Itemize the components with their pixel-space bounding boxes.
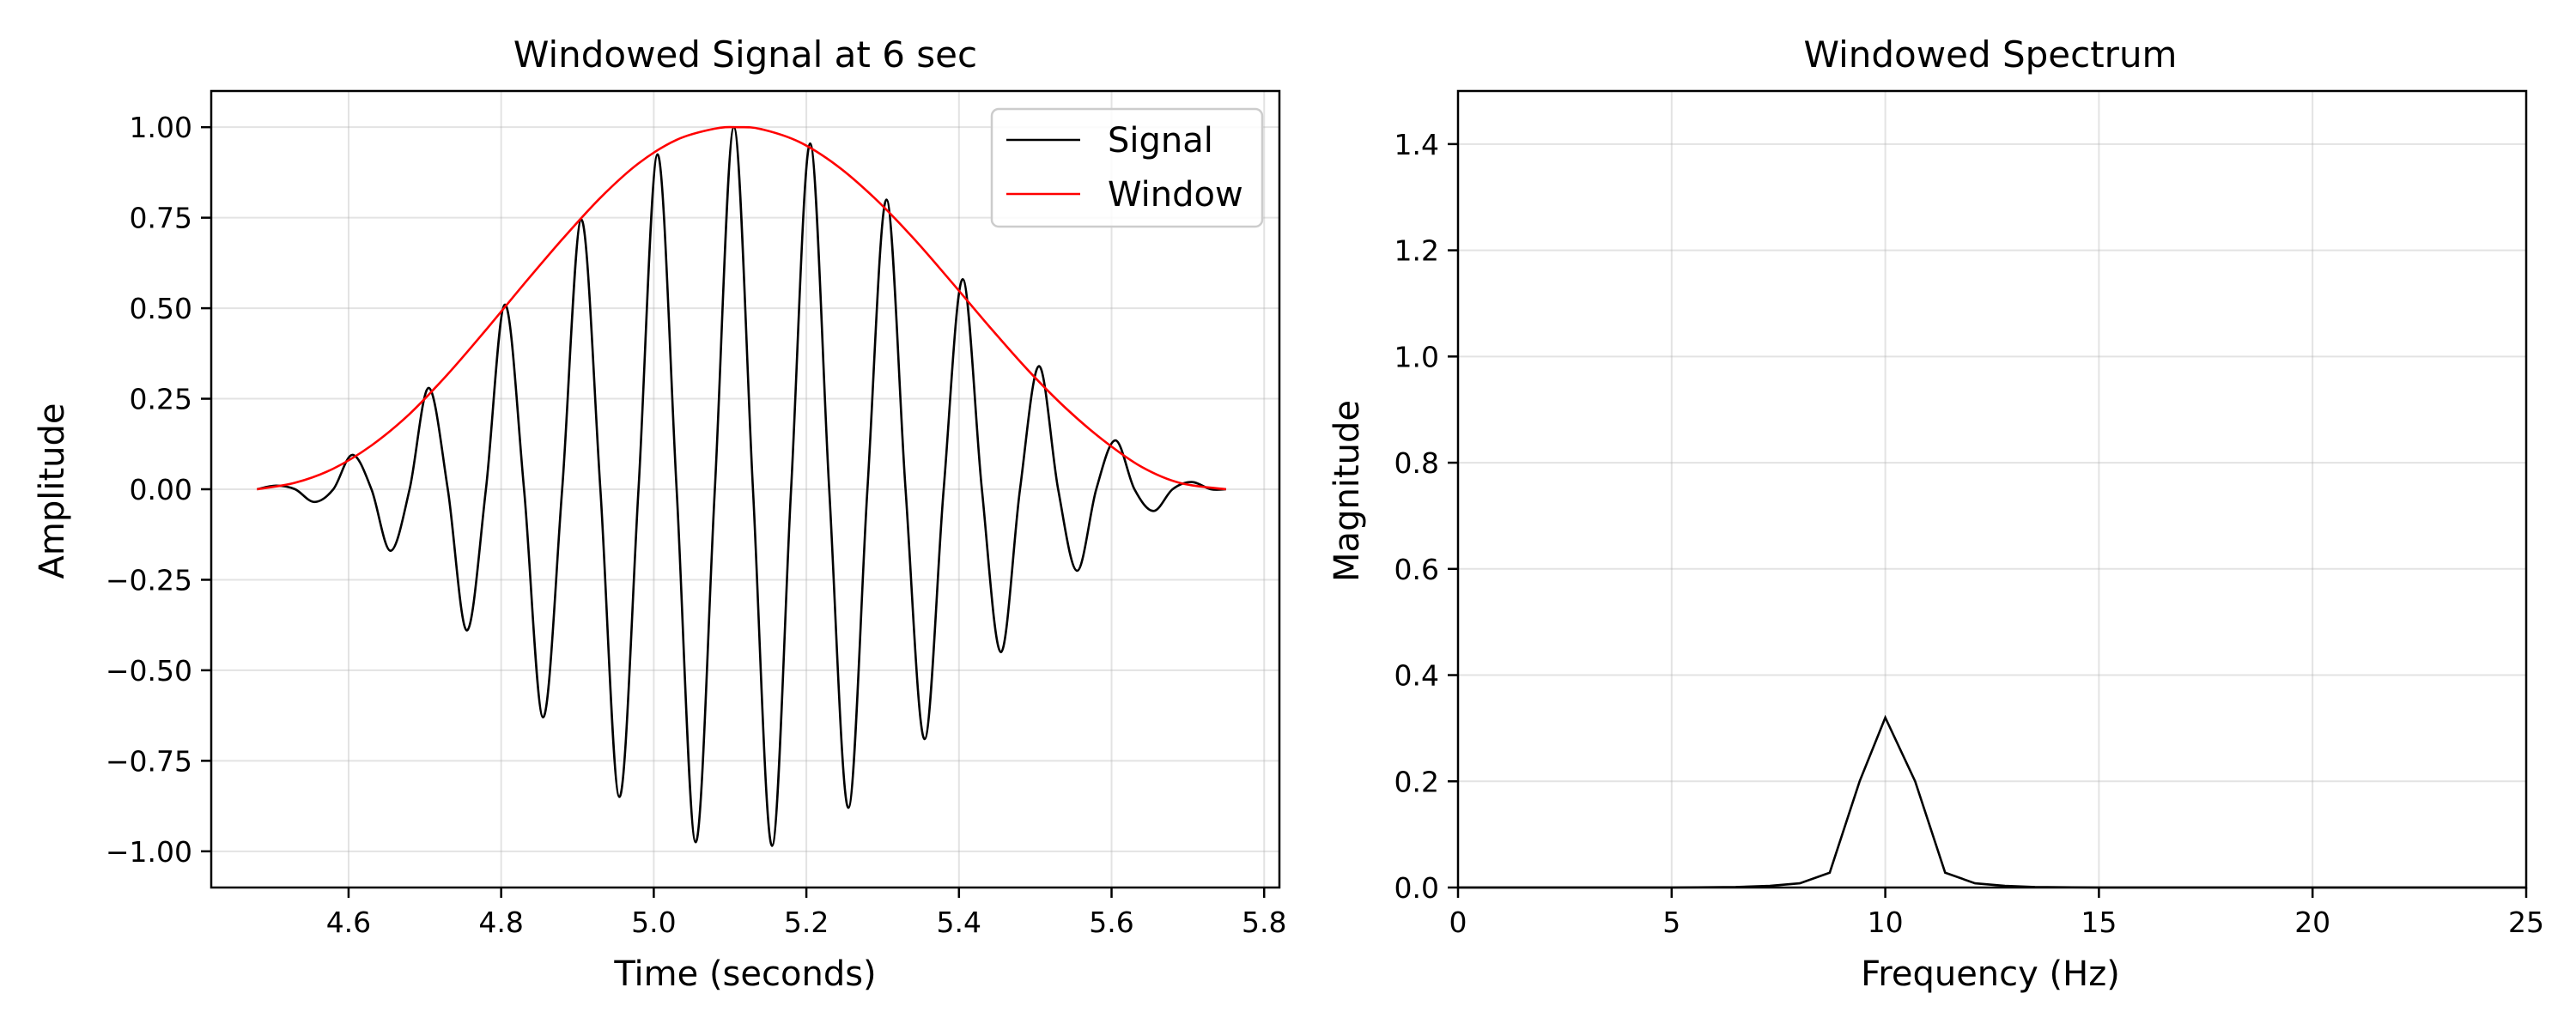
spectrum-y-tick-label: 1.0	[1394, 340, 1439, 373]
signal-y-tick-label: 0.75	[130, 202, 192, 235]
window-series-line	[257, 125, 1226, 491]
spectrum-y-tick-label: 1.4	[1394, 128, 1439, 161]
spectrum-series-line	[1458, 714, 2526, 889]
spectrum-ticks: 0 5 10 15 20 25 0.0 0.2 0.4 0.6 0.8 1.0 1.2 1.4	[1394, 128, 2544, 939]
spectrum-x-tick-label: 0	[1449, 906, 1467, 939]
signal-series-line	[257, 125, 1226, 847]
signal-subplot: Windowed Signal at 6 sec Time (seconds) …	[33, 33, 1286, 994]
signal-y-tick-label: 0.25	[130, 383, 192, 416]
legend-signal-label: Signal	[1108, 121, 1213, 161]
legend-window-label: Window	[1108, 175, 1243, 215]
signal-y-tick-label: 0.50	[130, 292, 192, 325]
signal-x-tick-label: 4.8	[478, 906, 523, 939]
signal-series-layer	[257, 125, 1226, 847]
spectrum-y-tick-label: 0.8	[1394, 446, 1439, 480]
spectrum-x-tick-label: 15	[2081, 906, 2117, 939]
spectrum-y-axis-label: Magnitude	[1327, 400, 1367, 582]
signal-y-tick-label: −0.50	[106, 654, 192, 688]
spectrum-axes-frame	[1456, 89, 2528, 889]
signal-y-tick-label: −0.75	[106, 744, 192, 778]
spectrum-x-tick-label: 20	[2294, 906, 2330, 939]
legend-box	[990, 107, 1264, 228]
signal-y-tick-label: 0.00	[130, 473, 192, 506]
spectrum-x-tick-label: 10	[1868, 906, 1904, 939]
signal-x-tick-label: 5.0	[631, 906, 676, 939]
spectrum-y-tick-label: 0.2	[1394, 765, 1439, 798]
spectrum-series-layer	[1458, 714, 2526, 889]
spectrum-x-axis-label: Frequency (Hz)	[1861, 954, 2120, 994]
spectrum-y-tick-label: 0.4	[1394, 659, 1439, 693]
spectrum-grid	[1457, 91, 2527, 888]
signal-chart-title: Windowed Signal at 6 sec	[513, 33, 977, 76]
signal-ticks: 4.6 4.8 5.0 5.2 5.4 5.6 5.8 −1.00 −0.75 −0.50 −0.2…	[106, 111, 1287, 939]
signal-y-tick-label: −1.00	[106, 835, 192, 869]
legend: Signal Window	[990, 107, 1264, 228]
spectrum-x-tick-label: 25	[2508, 906, 2544, 939]
spectrum-y-tick-label: 0.0	[1394, 871, 1439, 905]
signal-x-axis-label: Time (seconds)	[613, 954, 876, 994]
spectrum-chart-title: Windowed Spectrum	[1804, 33, 2178, 76]
signal-x-tick-label: 5.4	[937, 906, 981, 939]
spectrum-subplot: Windowed Spectrum Frequency (Hz) Magnitu…	[1327, 33, 2544, 994]
signal-y-axis-label: Amplitude	[33, 403, 72, 579]
signal-x-tick-label: 5.6	[1089, 906, 1133, 939]
signal-x-tick-label: 4.6	[326, 906, 371, 939]
signal-x-tick-label: 5.8	[1242, 906, 1286, 939]
spectrum-x-tick-label: 5	[1662, 906, 1680, 939]
signal-y-tick-label: 1.00	[130, 111, 192, 144]
spectrum-y-tick-label: 0.6	[1394, 553, 1439, 586]
spectrum-y-tick-label: 1.2	[1394, 234, 1439, 268]
signal-x-tick-label: 5.2	[784, 906, 829, 939]
signal-y-tick-label: −0.25	[106, 563, 192, 597]
